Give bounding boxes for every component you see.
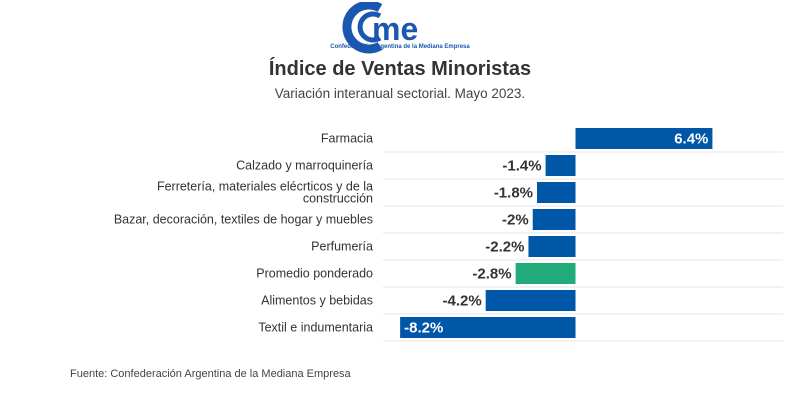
chart-subtitle: Variación interanual sectorial. Mayo 202… [274, 86, 526, 101]
chart-title: Índice de Ventas Minoristas [268, 58, 532, 80]
data-label: -2.2% [485, 239, 524, 256]
svg-text:me: me [372, 11, 418, 47]
data-label: 6.4% [674, 131, 708, 148]
bar [575, 128, 713, 149]
data-label: -2.8% [472, 266, 511, 283]
data-label: -8.2% [404, 320, 443, 337]
data-label: -4.2% [442, 293, 481, 310]
came-logo: me [342, 2, 418, 54]
category-label: Bazar, decoración, textiles de hogar y m… [114, 213, 373, 227]
category-label: Perfumería [311, 240, 373, 254]
bar [537, 182, 576, 203]
category-label: Textil e indumentaria [258, 321, 373, 335]
source-note: Fuente: Confederación Argentina de la Me… [70, 368, 351, 380]
bar [515, 263, 576, 284]
bar [545, 155, 576, 176]
data-label: -1.4% [502, 158, 541, 175]
bar [400, 317, 576, 338]
data-label: -2% [502, 212, 529, 229]
logo-subtitle: Confederación Argentina de la Mediana Em… [330, 44, 470, 50]
bar [485, 290, 576, 311]
bar [532, 209, 576, 230]
category-label: Calzado y marroquinería [236, 159, 373, 173]
category-label: Alimentos y bebidas [261, 294, 373, 308]
data-label: -1.8% [494, 185, 533, 202]
bar [528, 236, 576, 257]
category-label: Promedio ponderado [256, 267, 373, 281]
category-label: Farmacia [321, 132, 373, 146]
category-label: Ferretería, materiales elécrticos y de l… [157, 180, 373, 206]
